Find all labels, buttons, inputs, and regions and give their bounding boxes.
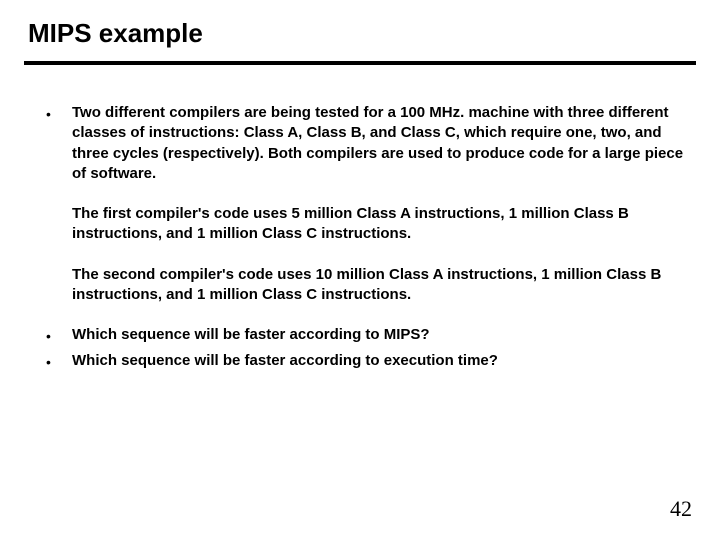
bullet-text: Which sequence will be faster according … bbox=[72, 351, 684, 371]
title-divider bbox=[24, 61, 696, 65]
sub-paragraph: The first compiler's code uses 5 million… bbox=[72, 204, 684, 245]
bullet-marker: • bbox=[46, 351, 72, 371]
bullet-marker: • bbox=[46, 103, 72, 123]
bullet-text: Two different compilers are being tested… bbox=[72, 103, 684, 184]
slide-title: MIPS example bbox=[28, 18, 692, 49]
question-group: • Which sequence will be faster accordin… bbox=[46, 325, 684, 372]
bullet-item: • Two different compilers are being test… bbox=[46, 103, 684, 184]
sub-paragraph: The second compiler's code uses 10 milli… bbox=[72, 265, 684, 306]
slide-content: • Two different compilers are being test… bbox=[28, 103, 692, 372]
bullet-text: Which sequence will be faster according … bbox=[72, 325, 684, 345]
page-number: 42 bbox=[670, 496, 692, 522]
bullet-marker: • bbox=[46, 325, 72, 345]
bullet-item: • Which sequence will be faster accordin… bbox=[46, 325, 684, 345]
bullet-item: • Which sequence will be faster accordin… bbox=[46, 351, 684, 371]
